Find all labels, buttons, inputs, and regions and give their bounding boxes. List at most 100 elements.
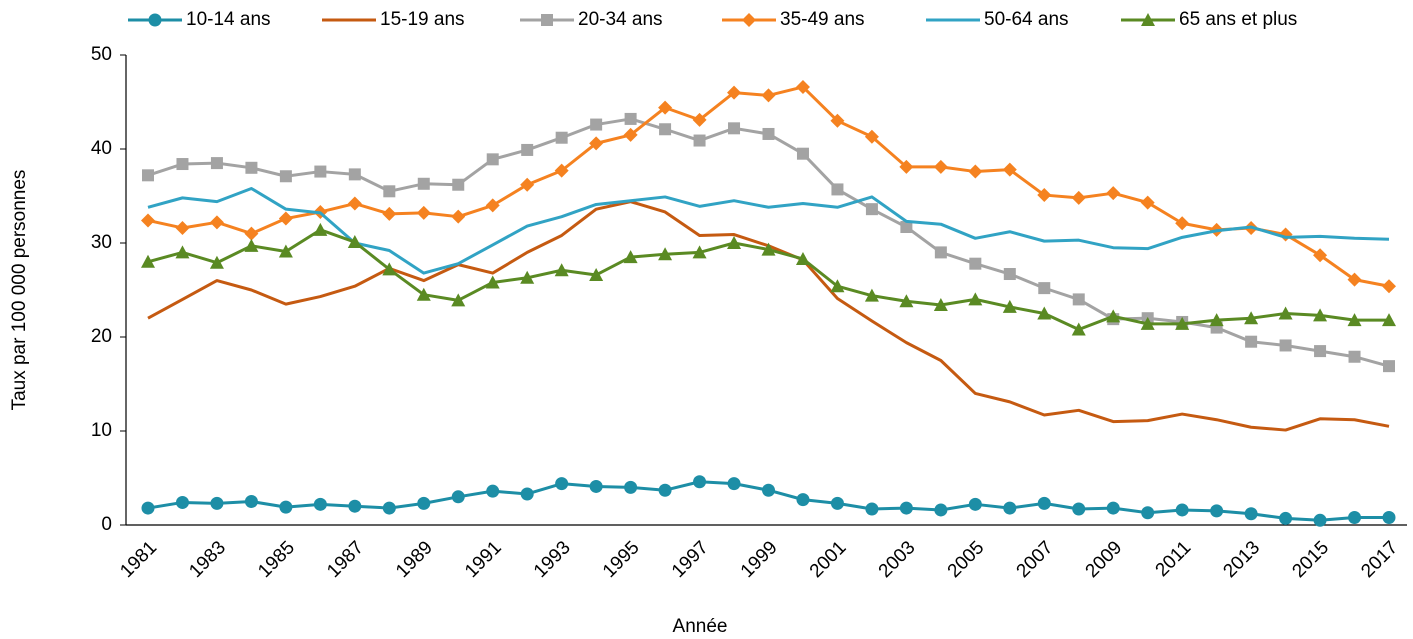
legend-marker (742, 13, 756, 27)
marker (1383, 360, 1395, 373)
legend-marker (541, 14, 553, 26)
marker (830, 279, 845, 293)
marker (209, 255, 224, 269)
marker (451, 209, 466, 224)
marker (1140, 316, 1155, 330)
line (147, 85, 1390, 288)
legend-label: 10-14 ans (186, 9, 271, 30)
marker (762, 127, 775, 140)
marker (968, 497, 982, 511)
marker (313, 497, 327, 511)
marker (865, 203, 878, 216)
marker (899, 294, 914, 308)
marker (1140, 195, 1155, 210)
marker (347, 196, 362, 211)
x-tick-label: 1983 (185, 537, 230, 582)
marker (693, 475, 707, 489)
marker (1382, 279, 1396, 294)
marker (1106, 186, 1121, 201)
marker (1106, 309, 1121, 323)
marker (141, 501, 155, 515)
y-tick-label: 30 (91, 232, 112, 253)
marker (348, 499, 362, 513)
marker (1141, 506, 1155, 520)
marker (727, 236, 742, 249)
y-tick-label: 0 (101, 514, 112, 535)
marker (278, 211, 293, 226)
marker (348, 168, 361, 181)
marker (658, 483, 672, 497)
marker (1175, 503, 1189, 517)
marker (1278, 306, 1293, 320)
marker (933, 159, 948, 174)
marker (382, 501, 396, 515)
marker (245, 161, 258, 174)
marker (795, 251, 810, 265)
legend-marker (1141, 13, 1155, 26)
marker (210, 157, 223, 170)
x-tick-label: 2007 (1013, 537, 1058, 582)
marker (1314, 345, 1327, 358)
marker (796, 147, 809, 160)
marker (1038, 282, 1051, 295)
x-tick-label: 2005 (944, 537, 989, 582)
marker (555, 131, 568, 144)
marker (934, 246, 947, 259)
x-tick-label: 1991 (461, 537, 506, 582)
marker (900, 221, 913, 234)
marker (1382, 313, 1396, 327)
marker (175, 220, 190, 235)
marker (692, 245, 707, 259)
marker (623, 127, 638, 142)
marker (313, 222, 328, 236)
marker (1037, 496, 1051, 510)
marker (624, 480, 638, 494)
marker (555, 477, 569, 491)
marker (520, 177, 535, 192)
marker (1313, 248, 1328, 263)
marker (1209, 313, 1224, 327)
marker (554, 163, 569, 178)
marker (383, 185, 396, 198)
x-tick-label: 1997 (668, 537, 713, 582)
marker (590, 118, 603, 131)
legend-label: 35-49 ans (780, 9, 865, 30)
x-tick-label: 2013 (1219, 537, 1264, 582)
x-tick-label: 1993 (530, 537, 575, 582)
marker (417, 496, 431, 510)
x-tick-label: 2015 (1288, 537, 1333, 582)
marker (1037, 188, 1052, 203)
marker (485, 198, 500, 213)
marker (210, 496, 224, 510)
marker (589, 136, 604, 151)
marker (279, 170, 292, 183)
marker (624, 112, 637, 125)
marker (1347, 313, 1362, 327)
marker (589, 479, 603, 493)
marker (486, 484, 500, 498)
marker (796, 493, 810, 507)
marker (968, 292, 983, 306)
marker (1003, 501, 1017, 515)
x-tick-label: 2001 (806, 537, 851, 582)
y-tick-label: 40 (91, 138, 112, 159)
x-tick-label: 1995 (599, 537, 644, 582)
legend-marker (148, 13, 162, 27)
marker (1245, 335, 1258, 348)
y-tick-label: 50 (91, 44, 112, 65)
marker (933, 298, 948, 312)
marker (658, 100, 673, 115)
x-tick-label: 1985 (254, 537, 299, 582)
marker (1071, 190, 1086, 205)
marker (1175, 216, 1190, 231)
marker (795, 79, 810, 94)
y-tick-label: 20 (91, 326, 112, 347)
x-tick-label: 1987 (323, 537, 368, 582)
marker (521, 143, 534, 156)
marker (1175, 316, 1190, 330)
marker (1347, 272, 1362, 287)
marker (452, 178, 465, 191)
x-tick-label: 2011 (1152, 537, 1196, 581)
marker (209, 215, 224, 230)
